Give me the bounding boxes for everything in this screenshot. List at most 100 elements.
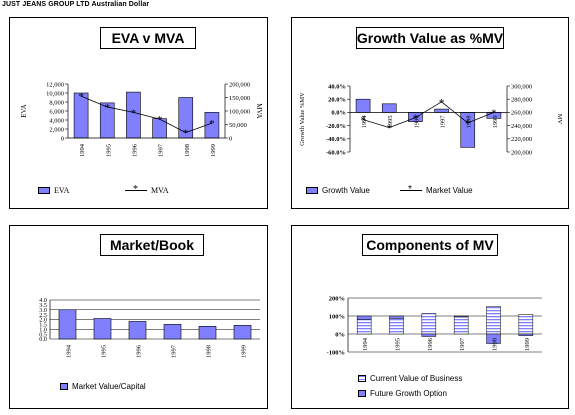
market-legend-label: Market Value [426, 186, 473, 195]
eva-mva-title: EVA v MVA [100, 27, 196, 49]
eva-xtick-label: 1994 [79, 143, 86, 157]
eva-yaxis-label: EVA [20, 104, 28, 117]
mb-xtick-label: 1995 [101, 345, 108, 358]
growth-ytick-label: -60.0% [326, 149, 346, 156]
comp-xtick-label: 1999 [524, 338, 531, 351]
mb-ytick-label: 1.0 [39, 326, 47, 333]
growth-ytick-label: 20.0% [328, 97, 346, 104]
comp-current-bar [518, 314, 534, 335]
market-book-title: Market/Book [100, 234, 204, 256]
eva-y2tick-label: 0 [229, 135, 232, 142]
growth-ytick-label: -40.0% [326, 136, 346, 143]
eva-ytick-label: 8,000 [49, 99, 64, 106]
components-title: Components of MV [362, 234, 498, 256]
eva-legend-bar: EVA [38, 186, 69, 195]
mb-xtick-label: 1994 [66, 344, 73, 358]
growth-xtick-label: 1999 [492, 115, 499, 128]
mb-legend-label: Market Value/Capital [72, 382, 146, 391]
comp-current-bar [486, 306, 501, 335]
eva-y2tick-label: 200,000 [229, 81, 250, 88]
growth-ytick-label: -20.0% [326, 123, 346, 130]
growth-ytick-label: 0.0% [331, 110, 346, 117]
growth-ytick-label: 40.0% [328, 83, 346, 90]
eva-xtick-label: 1997 [158, 143, 165, 157]
eva-legend-swatch [38, 187, 50, 194]
comp-growth-bar [421, 333, 437, 337]
eva-ytick-label: 6,000 [49, 108, 64, 115]
mb-ytick-label: 4.0 [39, 297, 47, 304]
mb-bar [58, 309, 77, 340]
mb-ytick-label: 2.5 [39, 312, 47, 319]
growth-bar [355, 98, 371, 113]
market-value-point: * [439, 97, 445, 109]
eva-y2tick-label: 150,000 [229, 95, 250, 102]
market-value-point: * [465, 118, 471, 130]
comp-xtick-label: 1994 [362, 337, 369, 351]
mb-ytick-label: 2.0 [39, 317, 47, 324]
eva-xtick-label: 1998 [184, 144, 191, 157]
comp-growth-bar [518, 333, 534, 336]
mva-point: * [209, 118, 215, 130]
growth-y2tick-label: 220,000 [511, 136, 532, 143]
comp-current-bar [453, 316, 469, 335]
market-legend-marker [400, 184, 422, 195]
mb-legend-swatch [60, 383, 68, 390]
mb-xtick-label: 1997 [171, 344, 178, 358]
mb-bar [163, 324, 182, 340]
comp-xtick-label: 1997 [459, 337, 466, 351]
comp-ytick-label: 0% [335, 331, 345, 338]
market-value-point: * [413, 113, 419, 125]
components-panel: Components of MV 200% 100% 0% -100% 1994 1995… [291, 225, 569, 409]
mva-point: * [105, 102, 111, 114]
mva-point: * [131, 107, 137, 119]
comp-current-bar [389, 318, 404, 335]
comp-legend-a: Current Value of Business [358, 374, 462, 383]
comp-growth-bar [486, 333, 501, 344]
comp-legend-label-b: Future Growth Option [370, 389, 447, 398]
growth-xtick-label: 1997 [440, 115, 447, 129]
mva-point: * [78, 91, 84, 103]
components-chart: 200% 100% 0% -100% 1994 1995 1996 1997 1998 1999 [327, 295, 542, 356]
growth-y2tick-label: 280,000 [511, 97, 532, 104]
mb-bar [198, 326, 217, 340]
report-header: JUST JEANS GROUP LTD Australian Dollar [2, 1, 150, 8]
eva-legend-label: EVA [54, 186, 70, 195]
comp-current-bar [421, 313, 437, 335]
growth-legend-label: Growth Value [322, 186, 370, 195]
mb-bar [233, 325, 252, 340]
mb-ytick-label: 3.0 [39, 307, 47, 314]
growth-legend-swatch [306, 187, 318, 194]
mb-ytick-label: 0.0 [39, 336, 47, 343]
eva-ytick-label: 10,000 [46, 90, 64, 97]
growth-y2tick-label: 300,000 [511, 83, 532, 90]
market-value-point: * [491, 107, 497, 119]
comp-growth-bar [356, 315, 372, 320]
mva-point: * [183, 128, 189, 140]
mva-point: * [157, 114, 163, 126]
mva-legend-label: MVA [151, 186, 169, 195]
comp-xtick-label: 1996 [427, 337, 434, 351]
mva-legend-line: MVA [125, 184, 169, 195]
comp-legend-b: Future Growth Option [358, 389, 447, 398]
comp-legend-label-a: Current Value of Business [370, 374, 463, 383]
comp-legend-swatch-b [358, 390, 366, 397]
mb-ytick-label: 3.5 [39, 302, 47, 309]
growth-bar [434, 108, 449, 113]
comp-growth-bar [453, 315, 469, 318]
mva-line [80, 95, 213, 134]
growth-title: Growth Value as %MV [356, 27, 504, 49]
growth-bar [381, 103, 397, 113]
mb-legend-bar: Market Value/Capital [60, 382, 146, 391]
comp-ytick-label: 100% [329, 313, 345, 320]
market-value-line [362, 101, 495, 129]
mb-bar [128, 321, 147, 340]
eva-ytick-label: 0 [61, 135, 64, 142]
mb-xtick-label: 1998 [206, 345, 213, 358]
comp-current-bar [356, 319, 372, 335]
comp-xtick-label: 1995 [395, 338, 402, 351]
mb-bar [93, 318, 112, 340]
mb-ytick-label: 0.5 [39, 331, 47, 338]
growth-xtick-label: 1994 [361, 115, 368, 129]
comp-legend-swatch-a [358, 375, 366, 382]
market-legend-line: Market Value [400, 184, 473, 195]
